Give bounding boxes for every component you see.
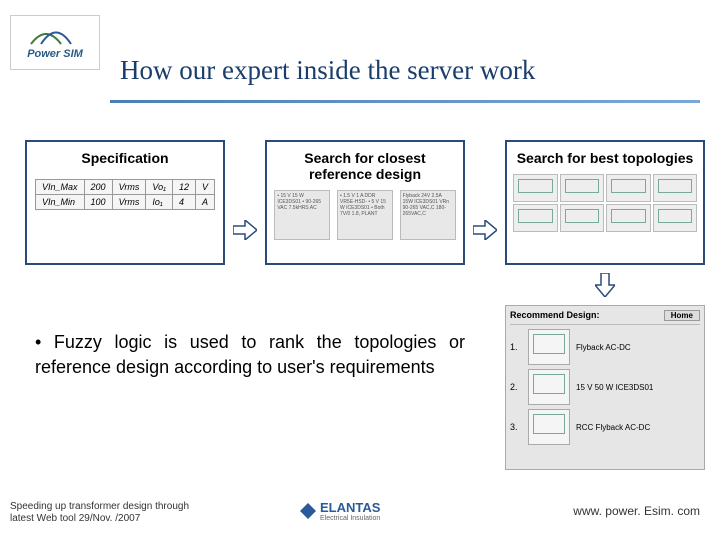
cell: 200 [84, 180, 112, 195]
cell: Io₁ [146, 195, 173, 210]
footer-left-line1: Speeding up transformer design through [10, 501, 189, 513]
arrow-down-icon [595, 273, 615, 297]
recommend-row: 2. 15 V 50 W ICE3DS01 [510, 369, 700, 405]
recommend-header: Recommend Design: Home [510, 310, 700, 325]
recommend-design-panel: Recommend Design: Home 1. Flyback AC-DC … [505, 305, 705, 470]
footer-left: Speeding up transformer design through l… [10, 501, 189, 525]
rec-thumb [528, 369, 570, 405]
slide-title: How our expert inside the server work [120, 55, 535, 86]
topo-cell [560, 204, 605, 232]
reference-design-box: Search for closest reference design • 15… [265, 140, 465, 265]
topo-cell [513, 204, 558, 232]
title-underline [110, 100, 700, 103]
home-button[interactable]: Home [664, 310, 700, 321]
topologies-box: Search for best topologies [505, 140, 705, 265]
footer-center-brand: ELANTAS Electrical Insulation [300, 500, 380, 522]
rec-label: Flyback AC-DC [576, 343, 700, 352]
recommend-row: 3. RCC Flyback AC-DC [510, 409, 700, 445]
cell: 100 [84, 195, 112, 210]
cell: A [195, 195, 214, 210]
arrow-right-icon [473, 220, 497, 240]
brand-sub: Electrical Insulation [320, 515, 380, 522]
arrow-right-icon [233, 220, 257, 240]
box3-title: Search for best topologies [507, 142, 703, 174]
cell: Vrms [112, 195, 146, 210]
bullet-text: Fuzzy logic is used to rank the topologi… [35, 330, 465, 380]
footer-left-line2: latest Web tool 29/Nov. /2007 [10, 513, 189, 525]
rec-num: 1. [510, 342, 522, 352]
box1-title: Specification [27, 142, 223, 174]
cell: V [195, 180, 214, 195]
logo-arcs-icon [26, 19, 86, 49]
rec-thumb [528, 409, 570, 445]
footer-url: www. power. Esim. com [573, 504, 700, 518]
cell: 4 [172, 195, 195, 210]
recommend-row: 1. Flyback AC-DC [510, 329, 700, 365]
elantas-icon [300, 503, 316, 519]
brand-name: ELANTAS [320, 500, 380, 515]
cell: Vrms [112, 180, 146, 195]
spec-table: VIn_Max 200 Vrms Vo₁ 12 V VIn_Min 100 Vr… [35, 179, 215, 210]
box2-title: Search for closest reference design [267, 142, 463, 190]
rec-num: 3. [510, 422, 522, 432]
specification-box: Specification VIn_Max 200 Vrms Vo₁ 12 V … [25, 140, 225, 265]
ref-panels: • 15 V 15 W ICE3DS01 • 90-265 VAC 7.5kHR… [267, 190, 463, 240]
topo-cell [513, 174, 558, 202]
topo-cell [560, 174, 605, 202]
ref-panel-1: • 15 V 15 W ICE3DS01 • 90-265 VAC 7.5kHR… [274, 190, 330, 240]
rec-num: 2. [510, 382, 522, 392]
cell: VIn_Max [36, 180, 85, 195]
cell: VIn_Min [36, 195, 85, 210]
rec-thumb [528, 329, 570, 365]
powersim-logo: Power SIM [10, 15, 100, 70]
rec-label: 15 V 50 W ICE3DS01 [576, 383, 700, 392]
topo-cell [653, 174, 698, 202]
ref-panel-3: Flyback 24V 2.5A 15W ICE3DS01 VRn 90-265… [400, 190, 456, 240]
recommend-title: Recommend Design: [510, 310, 600, 321]
ref-panel-2: • 1.5 V 1 A DDR VR5E-HSD- • 5 V 15 W ICE… [337, 190, 393, 240]
topology-grid [507, 174, 703, 232]
cell: Vo₁ [146, 180, 173, 195]
cell: 12 [172, 180, 195, 195]
rec-label: RCC Flyback AC-DC [576, 423, 700, 432]
logo-text: Power SIM [27, 48, 83, 60]
topo-cell [653, 204, 698, 232]
topo-cell [606, 204, 651, 232]
topo-cell [606, 174, 651, 202]
